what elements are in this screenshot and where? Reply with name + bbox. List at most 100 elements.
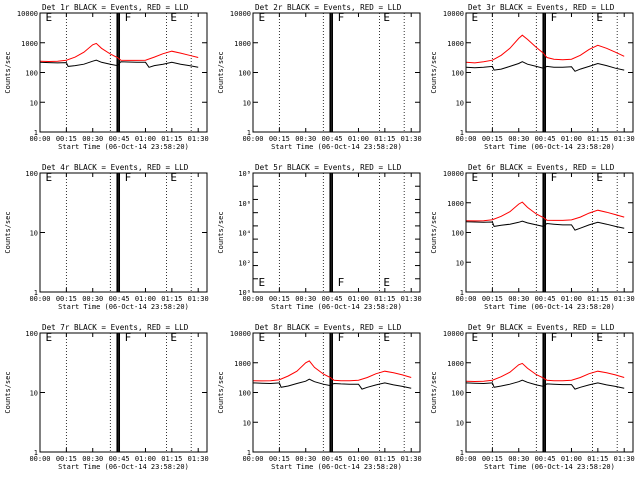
x-tick-label: 01:15 xyxy=(587,135,608,143)
y-tick-label: 10² xyxy=(238,259,251,267)
marker-letter: F xyxy=(551,331,558,344)
panel-title: Det 6r BLACK = Events, RED = LLD xyxy=(468,163,615,172)
x-tick-label: 00:00 xyxy=(29,135,50,143)
x-tick-label: 00:30 xyxy=(82,455,103,463)
x-axis-label: Start Time (06-Oct-14 23:58:20) xyxy=(484,303,615,311)
x-tick-label: 00:30 xyxy=(82,135,103,143)
plot-frame xyxy=(252,332,421,453)
lld-series-line xyxy=(465,201,625,222)
marker-letter: F xyxy=(125,171,132,184)
y-tick-label: 1 xyxy=(460,449,464,457)
panel-title: Det 8r BLACK = Events, RED = LLD xyxy=(255,323,402,332)
x-tick-label: 00:15 xyxy=(56,295,77,303)
y-tick-label: 100 xyxy=(238,390,251,398)
y-tick-label: 100 xyxy=(238,70,251,78)
y-tick-label: 1000 xyxy=(447,40,464,48)
marker-letter: E xyxy=(259,276,266,289)
x-tick-label: 01:00 xyxy=(561,135,582,143)
x-tick-label: 00:45 xyxy=(535,455,556,463)
x-tick-label: 01:15 xyxy=(161,135,182,143)
y-tick-label: 100 xyxy=(25,330,38,338)
marker-letter: F xyxy=(551,11,558,24)
marker-letter: F xyxy=(338,331,345,344)
plot-frame xyxy=(39,332,208,453)
x-tick-label: 01:30 xyxy=(188,135,209,143)
y-tick-label: 1000 xyxy=(447,360,464,368)
marker-letter: E xyxy=(46,331,53,344)
x-tick-label: 00:30 xyxy=(295,455,316,463)
y-tick-label: 10000 xyxy=(17,10,38,18)
x-axis-label: Start Time (06-Oct-14 23:58:20) xyxy=(58,463,189,471)
lld-series-line xyxy=(39,42,199,63)
x-tick-label: 01:00 xyxy=(561,455,582,463)
y-axis-label: Counts/sec xyxy=(4,371,12,413)
y-tick-label: 100 xyxy=(25,70,38,78)
marker-letter: E xyxy=(46,171,53,184)
y-tick-label: 1 xyxy=(34,449,38,457)
plot-frame xyxy=(252,172,421,293)
marker-letter: E xyxy=(46,11,53,24)
x-tick-label: 01:00 xyxy=(348,295,369,303)
x-tick-label: 01:00 xyxy=(135,295,156,303)
x-tick-label: 00:00 xyxy=(242,135,263,143)
y-tick-label: 10 xyxy=(30,230,38,238)
detector-panel-5: Det 5r BLACK = Events, RED = LLD E F E 10⁰ 10… xyxy=(217,163,422,311)
lld-series-line xyxy=(465,362,625,383)
events-series-line xyxy=(465,61,625,72)
plot-frame xyxy=(39,12,208,133)
marker-letter: E xyxy=(596,331,603,344)
x-tick-label: 00:45 xyxy=(535,295,556,303)
x-tick-label: 00:00 xyxy=(29,455,50,463)
y-tick-label: 1 xyxy=(247,449,251,457)
x-tick-label: 00:30 xyxy=(508,455,529,463)
x-axis-label: Start Time (06-Oct-14 23:58:20) xyxy=(271,143,402,151)
marker-letter: F xyxy=(551,171,558,184)
y-tick-label: 10000 xyxy=(443,330,464,338)
events-series-line xyxy=(252,378,412,390)
y-tick-label: 1000 xyxy=(234,360,251,368)
marker-letter: E xyxy=(596,11,603,24)
panel-title: Det 7r BLACK = Events, RED = LLD xyxy=(42,323,189,332)
y-tick-label: 10000 xyxy=(230,10,251,18)
y-tick-label: 10000 xyxy=(443,10,464,18)
x-tick-label: 01:15 xyxy=(587,455,608,463)
x-tick-label: 00:30 xyxy=(508,295,529,303)
x-tick-label: 01:00 xyxy=(348,455,369,463)
y-tick-label: 10000 xyxy=(230,330,251,338)
y-tick-label: 10 xyxy=(456,99,464,107)
lld-series-line xyxy=(465,34,625,64)
marker-letter: E xyxy=(170,171,177,184)
events-series-line xyxy=(39,59,199,68)
marker-letter: E xyxy=(383,331,390,344)
y-tick-label: 10⁴ xyxy=(238,230,251,238)
y-axis-label: Counts/sec xyxy=(430,51,438,93)
marker-letter: E xyxy=(472,11,479,24)
x-tick-label: 01:30 xyxy=(401,135,422,143)
x-tick-label: 00:00 xyxy=(455,295,476,303)
marker-letter: E xyxy=(170,331,177,344)
y-axis-label: Counts/sec xyxy=(4,211,12,253)
y-tick-label: 10 xyxy=(456,419,464,427)
plot-frame xyxy=(465,172,634,293)
x-tick-label: 00:30 xyxy=(295,135,316,143)
x-tick-label: 00:45 xyxy=(322,295,343,303)
y-tick-label: 10 xyxy=(30,99,38,107)
y-tick-label: 100 xyxy=(25,170,38,178)
y-tick-label: 100 xyxy=(451,390,464,398)
x-tick-label: 00:45 xyxy=(322,135,343,143)
y-axis-label: Counts/sec xyxy=(217,211,225,253)
x-tick-label: 01:00 xyxy=(348,135,369,143)
x-tick-label: 00:00 xyxy=(455,455,476,463)
y-axis-label: Counts/sec xyxy=(217,51,225,93)
y-tick-label: 1 xyxy=(460,289,464,297)
marker-letter: E xyxy=(596,171,603,184)
y-tick-label: 10000 xyxy=(443,170,464,178)
panel-title: Det 1r BLACK = Events, RED = LLD xyxy=(42,3,189,12)
